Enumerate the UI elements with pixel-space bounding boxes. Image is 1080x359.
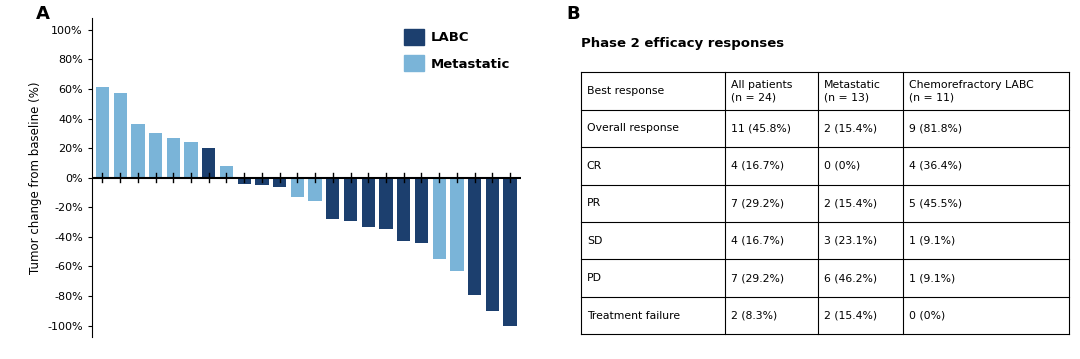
Bar [503,178,516,326]
Bar [326,178,339,219]
Text: All patients
(n = 24): All patients (n = 24) [731,80,793,102]
Text: 4 (16.7%): 4 (16.7%) [731,161,784,171]
Bar [238,178,251,183]
Bar [166,138,180,178]
Bar [468,178,482,295]
Bar [96,88,109,178]
Text: 2 (15.4%): 2 (15.4%) [824,198,877,208]
Text: Best response: Best response [586,86,664,96]
Bar [113,93,126,178]
Text: CR: CR [586,161,602,171]
Text: 6 (46.2%): 6 (46.2%) [824,273,877,283]
Text: 4 (16.7%): 4 (16.7%) [731,236,784,246]
Text: 2 (8.3%): 2 (8.3%) [731,311,778,321]
Text: Chemorefractory LABC
(n = 11): Chemorefractory LABC (n = 11) [909,80,1034,102]
Text: Phase 2 efficacy responses: Phase 2 efficacy responses [581,37,784,50]
Text: B: B [566,5,580,23]
Bar [132,125,145,178]
Legend: LABC, Metastatic: LABC, Metastatic [401,24,514,75]
Bar [273,178,286,187]
Bar [486,178,499,311]
Bar [149,133,162,178]
Bar [450,178,463,271]
Y-axis label: Tumor change from baseline (%): Tumor change from baseline (%) [28,81,42,274]
Text: SD: SD [586,236,603,246]
Bar [397,178,410,241]
Bar [362,178,375,227]
Text: 2 (15.4%): 2 (15.4%) [824,123,877,134]
Text: PR: PR [586,198,602,208]
Bar [220,166,233,178]
Text: Overall response: Overall response [586,123,679,134]
Text: 1 (9.1%): 1 (9.1%) [909,273,956,283]
Bar [291,178,305,197]
Text: 4 (36.4%): 4 (36.4%) [909,161,962,171]
Text: 7 (29.2%): 7 (29.2%) [731,273,784,283]
Text: 2 (15.4%): 2 (15.4%) [824,311,877,321]
Text: PD: PD [586,273,602,283]
Text: 9 (81.8%): 9 (81.8%) [909,123,962,134]
Bar [379,178,393,229]
Bar [202,148,215,178]
Text: 11 (45.8%): 11 (45.8%) [731,123,791,134]
Text: 5 (45.5%): 5 (45.5%) [909,198,962,208]
Bar [309,178,322,201]
Bar [415,178,428,243]
Bar [432,178,446,259]
Text: 0 (0%): 0 (0%) [909,311,945,321]
Bar [185,142,198,178]
Bar [255,178,269,185]
Text: 1 (9.1%): 1 (9.1%) [909,236,956,246]
Text: Treatment failure: Treatment failure [586,311,680,321]
Text: 0 (0%): 0 (0%) [824,161,860,171]
Text: 7 (29.2%): 7 (29.2%) [731,198,784,208]
Text: 3 (23.1%): 3 (23.1%) [824,236,877,246]
Text: A: A [36,5,50,23]
Bar [343,178,357,220]
Text: Metastatic
(n = 13): Metastatic (n = 13) [824,80,880,102]
